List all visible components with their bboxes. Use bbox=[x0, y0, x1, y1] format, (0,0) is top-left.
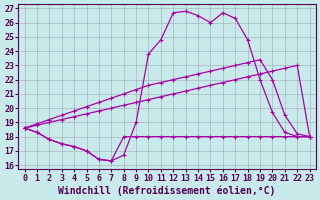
X-axis label: Windchill (Refroidissement éolien,°C): Windchill (Refroidissement éolien,°C) bbox=[58, 185, 276, 196]
